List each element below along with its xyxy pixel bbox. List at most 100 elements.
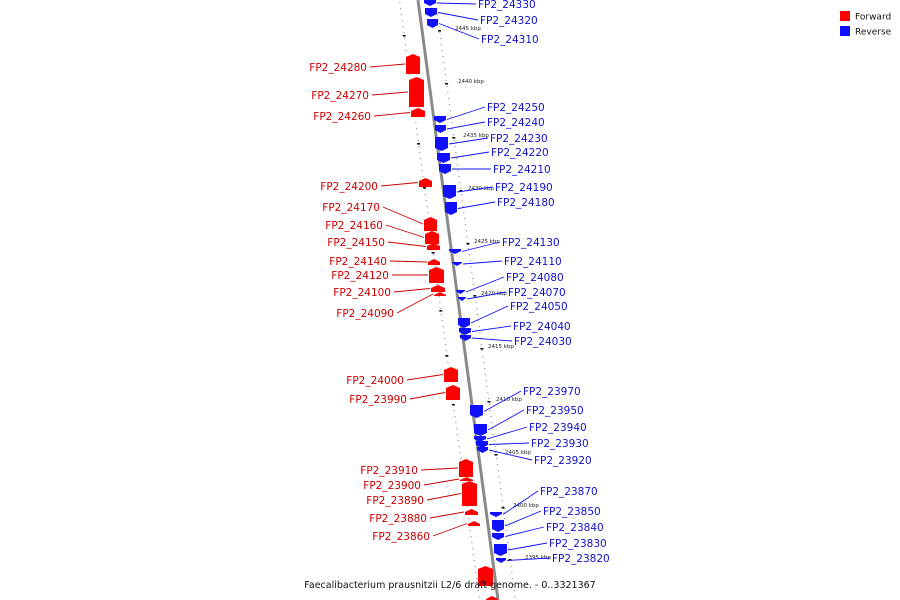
reverse-gene-label[interactable]: FP2_24130 xyxy=(502,237,560,249)
forward-gene-label[interactable]: FP2_24170 xyxy=(322,202,380,214)
forward-gene-arrow[interactable] xyxy=(411,108,425,117)
forward-gene-label[interactable]: FP2_24150 xyxy=(327,237,385,249)
reverse-gene-label[interactable]: FP2_24240 xyxy=(487,117,545,129)
forward-gene-label[interactable]: FP2_23900 xyxy=(363,480,421,492)
forward-gene-label[interactable]: FP2_23880 xyxy=(369,513,427,525)
forward-gene-arrow[interactable] xyxy=(419,178,432,187)
reverse-gene-label[interactable]: FP2_24210 xyxy=(493,164,551,176)
forward-gene-arrow[interactable] xyxy=(465,509,478,515)
reverse-gene-arrow[interactable] xyxy=(477,447,488,453)
reverse-gene-arrow[interactable] xyxy=(439,164,451,174)
forward-gene-arrow[interactable] xyxy=(434,292,446,296)
reverse-gene-arrow[interactable] xyxy=(458,318,470,328)
reverse-gene-label[interactable]: FP2_23940 xyxy=(529,422,587,434)
forward-gene-label[interactable]: FP2_24140 xyxy=(329,256,387,268)
forward-gene-label[interactable]: FP2_24000 xyxy=(346,375,404,387)
reverse-gene-arrow[interactable] xyxy=(474,424,487,436)
forward-gene-label[interactable]: FP2_23890 xyxy=(366,495,424,507)
reverse-gene-arrow[interactable] xyxy=(437,153,450,163)
reverse-gene-arrow[interactable] xyxy=(434,116,446,123)
reverse-gene-label[interactable]: FP2_24030 xyxy=(514,336,572,348)
reverse-gene-arrow[interactable] xyxy=(443,185,456,199)
reverse-gene-label[interactable]: FP2_24190 xyxy=(495,182,553,194)
reverse-gene-label[interactable]: FP2_23920 xyxy=(534,455,592,467)
reverse-gene-arrow[interactable] xyxy=(424,0,436,6)
reverse-gene-label[interactable]: FP2_24040 xyxy=(513,321,571,333)
guide-dot xyxy=(440,38,442,40)
reverse-gene-arrow[interactable] xyxy=(459,328,471,335)
tick-mark xyxy=(473,295,477,297)
reverse-gene-label[interactable]: FP2_24110 xyxy=(504,256,562,268)
forward-gene-arrow[interactable] xyxy=(478,566,493,586)
reverse-gene-arrow[interactable] xyxy=(449,249,461,254)
forward-gene-arrow[interactable] xyxy=(424,217,437,231)
forward-gene-label[interactable]: FP2_24160 xyxy=(325,220,383,232)
forward-gene-arrow[interactable] xyxy=(486,596,498,600)
reverse-gene-label[interactable]: FP2_24070 xyxy=(508,287,566,299)
reverse-gene-arrow[interactable] xyxy=(496,558,506,563)
reverse-gene-arrow[interactable] xyxy=(452,262,462,266)
gene-labels: FP2_24330 FP2_24320 FP2_24310 FP2_24250 FP2_… xyxy=(309,0,609,565)
reverse-gene-label[interactable]: FP2_24050 xyxy=(510,301,568,313)
reverse-gene-label[interactable]: FP2_24310 xyxy=(481,34,539,46)
reverse-gene-label[interactable]: FP2_23840 xyxy=(546,522,604,534)
reverse-gene-arrow[interactable] xyxy=(490,512,502,517)
reverse-gene-label[interactable]: FP2_24220 xyxy=(491,147,549,159)
forward-gene-arrow[interactable] xyxy=(459,459,473,477)
reverse-gene-arrow[interactable] xyxy=(474,436,486,442)
reverse-gene-arrow[interactable] xyxy=(470,405,483,418)
guide-dot xyxy=(508,548,510,550)
reverse-gene-label[interactable]: FP2_23830 xyxy=(549,538,607,550)
forward-gene-arrow[interactable] xyxy=(468,521,480,526)
reverse-gene-arrow[interactable] xyxy=(476,441,488,448)
reverse-gene-arrow[interactable] xyxy=(458,297,466,301)
reverse-gene-arrow[interactable] xyxy=(435,125,446,133)
forward-gene-arrow[interactable] xyxy=(444,367,458,382)
reverse-gene-label[interactable]: FP2_23820 xyxy=(552,553,610,565)
reverse-gene-arrow[interactable] xyxy=(460,335,471,341)
forward-gene-arrow[interactable] xyxy=(462,481,477,506)
reverse-gene-arrow[interactable] xyxy=(456,290,465,294)
reverse-gene-label[interactable]: FP2_24080 xyxy=(506,272,564,284)
forward-gene-label[interactable]: FP2_24280 xyxy=(309,62,367,74)
forward-gene-label[interactable]: FP2_23990 xyxy=(349,394,407,406)
forward-gene-arrow[interactable] xyxy=(427,243,440,250)
forward-gene-arrow[interactable] xyxy=(409,77,424,107)
reverse-gene-arrow[interactable] xyxy=(425,8,437,17)
reverse-gene-label[interactable]: FP2_24330 xyxy=(478,0,536,11)
reverse-gene-label[interactable]: FP2_24250 xyxy=(487,102,545,114)
reverse-gene-label[interactable]: FP2_23970 xyxy=(523,386,581,398)
guide-dot xyxy=(462,206,464,208)
guide-dot xyxy=(491,422,493,424)
reverse-gene-label[interactable]: FP2_24230 xyxy=(490,133,548,145)
reverse-gene-label[interactable]: FP2_23850 xyxy=(543,506,601,518)
reverse-gene-label[interactable]: FP2_24180 xyxy=(497,197,555,209)
reverse-gene-arrow[interactable] xyxy=(427,19,438,28)
forward-gene-label[interactable]: FP2_24270 xyxy=(311,90,369,102)
forward-gene-arrow[interactable] xyxy=(446,385,460,400)
reverse-gene-arrow[interactable] xyxy=(492,533,504,540)
guide-dot xyxy=(444,344,447,346)
reverse-gene-label[interactable]: FP2_23930 xyxy=(531,438,589,450)
reverse-gene-label[interactable]: FP2_23950 xyxy=(526,405,584,417)
forward-gene-arrow[interactable] xyxy=(431,285,445,292)
forward-gene-arrow[interactable] xyxy=(406,54,420,74)
reverse-gene-arrow[interactable] xyxy=(492,520,504,532)
forward-gene-label[interactable]: FP2_24260 xyxy=(313,111,371,123)
forward-gene-label[interactable]: FP2_24200 xyxy=(320,181,378,193)
forward-gene-label[interactable]: FP2_24120 xyxy=(331,270,389,282)
forward-gene-arrow[interactable] xyxy=(429,267,444,283)
reverse-gene-label[interactable]: FP2_24320 xyxy=(480,15,538,27)
forward-gene-label[interactable]: FP2_24100 xyxy=(333,287,391,299)
forward-gene-arrow[interactable] xyxy=(460,477,473,481)
forward-gene-arrow[interactable] xyxy=(428,259,440,265)
reverse-gene-arrow[interactable] xyxy=(445,202,457,215)
reverse-gene-arrow[interactable] xyxy=(435,137,448,151)
forward-gene-label[interactable]: FP2_23860 xyxy=(372,531,430,543)
forward-gene-label[interactable]: FP2_23910 xyxy=(360,465,418,477)
reverse-gene-label[interactable]: FP2_23870 xyxy=(540,486,598,498)
forward-gene-arrow[interactable] xyxy=(425,231,439,244)
reverse-gene-arrow[interactable] xyxy=(494,544,507,556)
guide-dot xyxy=(485,380,487,382)
forward-gene-label[interactable]: FP2_24090 xyxy=(336,308,394,320)
